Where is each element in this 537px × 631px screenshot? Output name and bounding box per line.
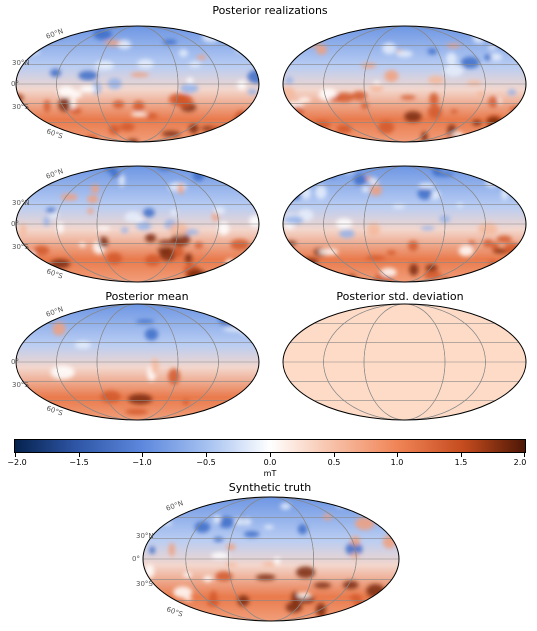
colorbar-tick-label: −1.0 [132, 458, 152, 467]
map-synthetic-truth [142, 496, 400, 622]
lat-label-0: 0° [11, 358, 19, 366]
colorbar-tick-label: −1.5 [69, 458, 89, 467]
colorbar-tick [524, 453, 525, 457]
title-posterior-std: Posterior std. deviation [336, 290, 464, 303]
colorbar-tick-label: 1.5 [454, 458, 468, 467]
map-posterior-std [282, 303, 527, 421]
map-realization-2 [282, 25, 527, 143]
colorbar-tick-label: 2.0 [513, 458, 527, 467]
lat-label-0: 0° [11, 220, 19, 228]
map-svg [15, 25, 260, 143]
title-synthetic-truth: Synthetic truth [228, 481, 312, 494]
lat-label-30n: 30°N [12, 59, 30, 67]
colorbar-tick-label: 0.5 [327, 458, 341, 467]
lat-label-30n: 30°N [136, 532, 154, 540]
colorbar-tick [142, 453, 143, 457]
map-posterior-mean [15, 303, 260, 421]
colorbar-tick-label: −2.0 [7, 458, 27, 467]
colorbar-tick [15, 453, 16, 457]
lat-label-30s: 30°S [12, 243, 29, 251]
title-posterior-realizations: Posterior realizations [212, 4, 328, 17]
lat-label-0: 0° [132, 555, 140, 563]
title-posterior-mean: Posterior mean [105, 290, 189, 303]
lat-label-30n: 30°N [12, 199, 30, 207]
colorbar-tick [270, 453, 271, 457]
lat-label-30s: 30°S [136, 580, 153, 588]
map-realization-3 [15, 165, 260, 283]
lat-label-30s: 30°S [12, 381, 29, 389]
map-svg [15, 165, 260, 283]
colorbar-tick [206, 453, 207, 457]
map-realization-4 [282, 165, 527, 283]
colorbar-tick-label: 0.0 [263, 458, 277, 467]
colorbar-tick [334, 453, 335, 457]
map-svg [142, 496, 400, 622]
colorbar-tick [397, 453, 398, 457]
colorbar-tick-label: 1.0 [390, 458, 404, 467]
colorbar-unit-label: mT [263, 469, 277, 478]
map-realization-1 [15, 25, 260, 143]
lat-label-30s: 30°S [12, 103, 29, 111]
map-svg [282, 165, 527, 283]
lat-label-0: 0° [11, 80, 19, 88]
colorbar-tick [79, 453, 80, 457]
map-svg [282, 303, 527, 421]
colorbar-tick [461, 453, 462, 457]
colorbar-tick-label: −0.5 [196, 458, 216, 467]
map-svg [15, 303, 260, 421]
colorbar [14, 439, 526, 453]
map-svg [282, 25, 527, 143]
